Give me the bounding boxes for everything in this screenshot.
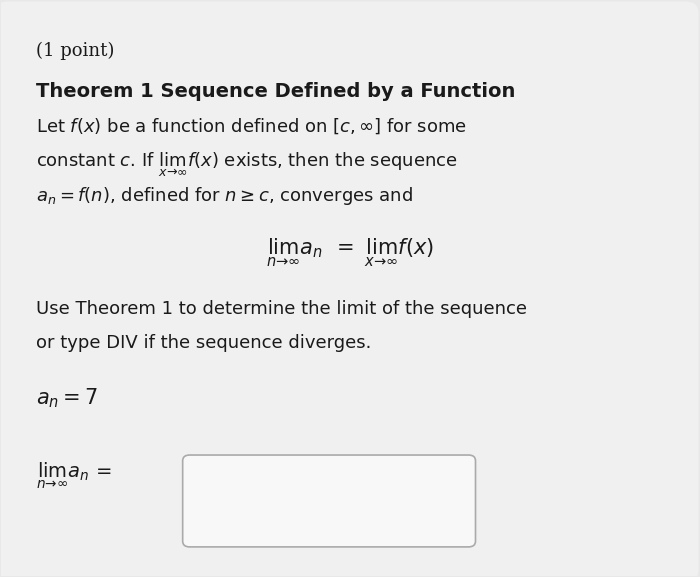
- Text: Let $f(x)$ be a function defined on $[c, \infty]$ for some: Let $f(x)$ be a function defined on $[c,…: [36, 116, 467, 136]
- Text: $a_n = f(n)$, defined for $n \geq c$, converges and: $a_n = f(n)$, defined for $n \geq c$, co…: [36, 185, 413, 207]
- Text: (1 point): (1 point): [36, 42, 115, 60]
- Text: Use Theorem 1 to determine the limit of the sequence: Use Theorem 1 to determine the limit of …: [36, 300, 527, 318]
- Text: or type DIV if the sequence diverges.: or type DIV if the sequence diverges.: [36, 335, 372, 353]
- Text: Theorem 1 Sequence Defined by a Function: Theorem 1 Sequence Defined by a Function: [36, 82, 516, 101]
- Text: $\lim_{n\to\infty} a_n \ = \ \lim_{x\to\infty} f(x)$: $\lim_{n\to\infty} a_n \ = \ \lim_{x\to\…: [266, 237, 434, 269]
- Text: constant $c$. If $\lim_{x\to\infty} f(x)$ exists, then the sequence: constant $c$. If $\lim_{x\to\infty} f(x)…: [36, 151, 458, 179]
- Text: $a_n = 7$: $a_n = 7$: [36, 386, 98, 410]
- Text: $\lim_{n\to\infty} a_n =$: $\lim_{n\to\infty} a_n =$: [36, 461, 112, 491]
- FancyBboxPatch shape: [183, 455, 475, 547]
